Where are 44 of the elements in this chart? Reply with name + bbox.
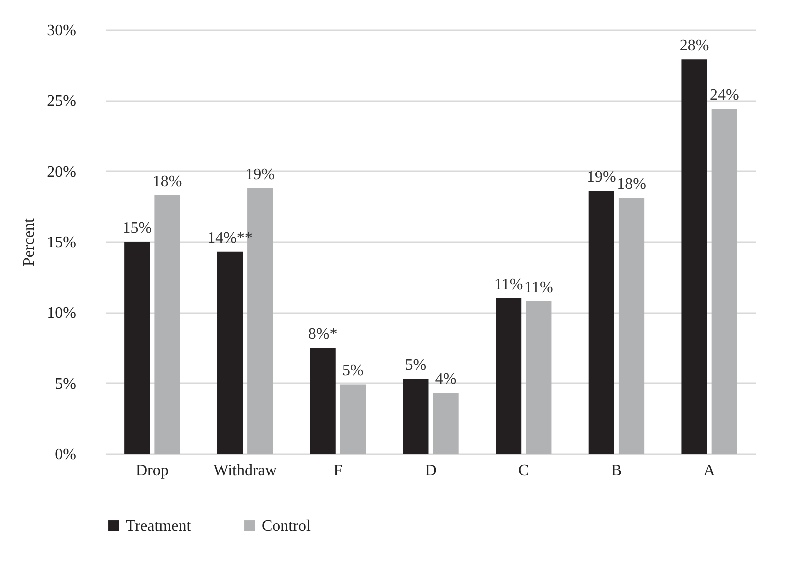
data-label: 4% (435, 371, 457, 388)
x-tick-label: C (518, 462, 530, 480)
x-tick-label: B (611, 462, 622, 480)
data-label: 18% (152, 173, 182, 190)
y-tick-label: 30% (47, 22, 76, 40)
bar (124, 242, 150, 454)
bar (403, 379, 429, 454)
legend-label: Treatment (126, 518, 192, 535)
legend-label: Control (262, 518, 312, 535)
bar (712, 109, 738, 454)
bar (618, 198, 645, 454)
bar (526, 301, 552, 454)
x-tick-label: Withdraw (214, 462, 278, 480)
y-tick-label: 25% (47, 93, 76, 110)
bar (682, 60, 708, 454)
data-label: 5% (405, 357, 427, 374)
bar (433, 393, 459, 454)
data-label: 5% (342, 362, 364, 380)
y-tick-label: 5% (55, 376, 76, 393)
bar (310, 348, 336, 454)
data-label: 14%** (208, 230, 253, 247)
data-label: 8%* (308, 326, 338, 343)
y-tick-label: 10% (47, 305, 76, 322)
data-label: 11% (524, 279, 554, 296)
x-tick-label: D (425, 462, 437, 480)
bar (340, 384, 366, 454)
data-label: 24% (710, 87, 740, 104)
y-axis-title: Percent (21, 218, 38, 266)
data-label: 18% (617, 176, 646, 194)
data-label: 19% (246, 166, 276, 184)
data-label: 28% (680, 38, 710, 55)
y-tick-label: 0% (55, 446, 76, 464)
bar (588, 191, 614, 454)
data-label: 15% (122, 220, 152, 237)
data-label: 19% (586, 169, 616, 186)
y-tick-label: 20% (47, 164, 76, 181)
x-tick-label: F (334, 462, 343, 480)
bar (496, 298, 522, 454)
y-tick-label: 15% (47, 234, 76, 252)
data-label: 11% (494, 276, 524, 294)
bar (217, 252, 244, 454)
x-tick-label: A (704, 462, 716, 480)
bar (154, 195, 180, 454)
x-tick-label: Drop (136, 462, 169, 480)
